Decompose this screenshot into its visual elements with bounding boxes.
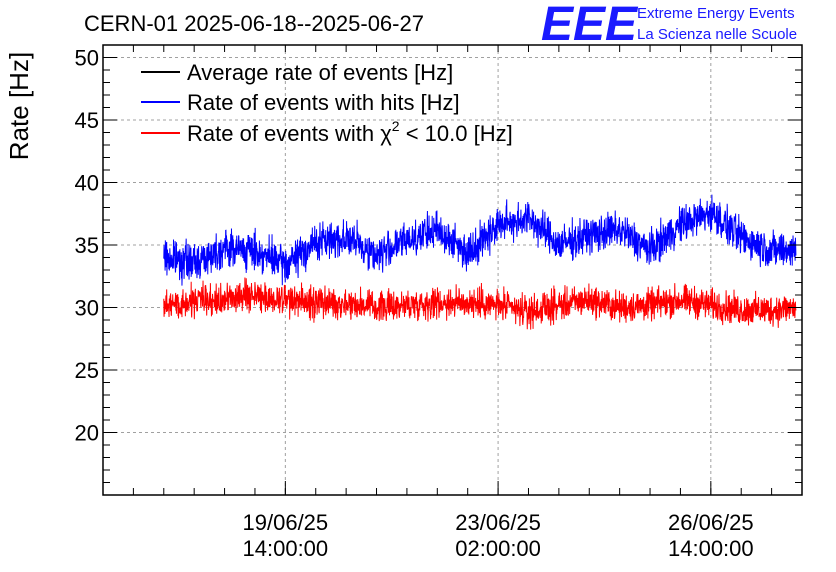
- legend-text-main: Rate of events with hits [Hz]: [187, 90, 460, 115]
- logo-line-1: Extreme Energy Events: [637, 5, 795, 22]
- y-tick-label: 25: [75, 358, 99, 383]
- x-tick-date-label: 26/06/25: [668, 510, 754, 535]
- y-tick-label: 40: [75, 171, 99, 196]
- chart-title: CERN-01 2025-06-18--2025-06-27: [84, 11, 424, 36]
- legend-text-main: Average rate of events [Hz]: [187, 60, 453, 85]
- x-tick-time-label: 02:00:00: [455, 536, 541, 561]
- series-line: [163, 277, 797, 330]
- x-tick-date-label: 19/06/25: [243, 510, 329, 535]
- logo-line-2: La Scienza nelle Scuole: [637, 26, 797, 43]
- legend-entry: Rate of events with hits [Hz]: [187, 90, 460, 115]
- eee-logo: EEE Extreme Energy Events La Scienza nel…: [541, 0, 797, 51]
- x-tick-date-label: 23/06/25: [455, 510, 541, 535]
- logo-letters: EEE: [541, 0, 639, 51]
- x-tick-time-label: 14:00:00: [668, 536, 754, 561]
- y-tick-label: 20: [75, 421, 99, 446]
- series-line: [163, 194, 797, 286]
- legend-text-main: Rate of events with: [187, 121, 380, 146]
- y-tick-label: 30: [75, 296, 99, 321]
- axes: 2025303540455019/06/2514:00:0023/06/2502…: [75, 44, 803, 561]
- legend-chi-symbol: χ: [380, 121, 392, 146]
- legend-superscript: 2: [392, 118, 400, 134]
- data-series: [163, 194, 797, 330]
- x-tick-time-label: 14:00:00: [243, 536, 329, 561]
- legend-entry: Rate of events with χ2 < 10.0 [Hz]: [187, 118, 513, 146]
- y-tick-label: 35: [75, 233, 99, 258]
- y-tick-label: 50: [75, 46, 99, 71]
- legend-entry: Average rate of events [Hz]: [187, 60, 453, 85]
- y-axis-title: Rate [Hz]: [4, 52, 34, 160]
- legend: Average rate of events [Hz] Rate of event…: [141, 60, 513, 146]
- legend-text-rest: < 10.0 [Hz]: [400, 121, 513, 146]
- y-tick-label: 45: [75, 108, 99, 133]
